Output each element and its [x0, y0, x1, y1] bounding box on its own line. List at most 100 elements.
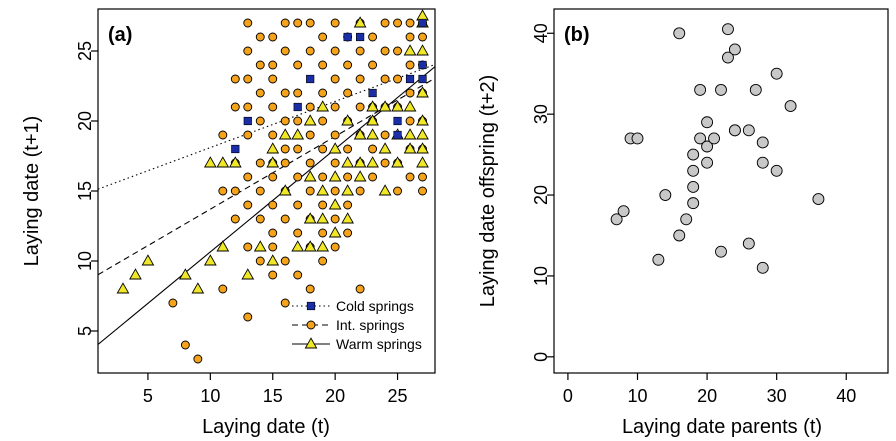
data-point-circle: [343, 88, 353, 98]
legend-marker-circle: [306, 320, 316, 330]
data-point-circle: [218, 284, 228, 294]
data-point-triangle: [228, 156, 242, 168]
data-point-triangle: [278, 184, 292, 196]
data-point-circle: [268, 130, 278, 140]
panel-b-y-tick-label: 20: [531, 185, 551, 205]
data-point-circle: [255, 186, 265, 196]
panel-b-label: (b): [564, 24, 590, 46]
data-point: [694, 132, 707, 145]
data-point-circle: [280, 214, 290, 224]
data-point-circle: [180, 340, 190, 350]
data-point-circle: [293, 172, 303, 182]
data-point-circle: [243, 312, 253, 322]
data-point-triangle: [366, 128, 379, 140]
data-point-circle: [343, 200, 353, 210]
data-point-circle: [293, 18, 303, 28]
data-point: [756, 261, 769, 274]
data-point-square: [306, 74, 315, 84]
data-point-circle: [293, 60, 303, 70]
fit-line-warm-springs: [98, 66, 435, 345]
data-point-circle: [318, 200, 328, 210]
data-point-triangle: [391, 156, 404, 168]
data-point-circle: [318, 256, 328, 266]
data-point-circle: [243, 102, 253, 112]
data-point-triangle: [403, 128, 417, 140]
data-point-circle: [368, 32, 378, 42]
data-point-circle: [268, 32, 278, 42]
data-point-circle: [380, 158, 390, 168]
data-point-circle: [243, 18, 253, 28]
data-point-circle: [380, 130, 390, 140]
data-point-triangle: [129, 268, 142, 280]
panel-b-frame: [553, 8, 889, 374]
data-point-circle: [418, 32, 427, 42]
panel-b-y-tick-label: 0: [531, 352, 551, 362]
data-point: [756, 136, 769, 149]
data-point-circle: [330, 102, 340, 112]
fit-line-int-springs: [98, 77, 435, 276]
data-point-circle: [293, 200, 303, 210]
panel-b-x-tick-label: 40: [836, 386, 856, 406]
data-point-circle: [255, 158, 265, 168]
data-point: [715, 245, 727, 258]
data-point-triangle: [416, 142, 429, 154]
panel-b-y-axis: 0 10 20 30 40: [531, 23, 554, 362]
data-point-circle: [343, 60, 353, 70]
data-point-triangle: [403, 100, 417, 112]
data-point-circle: [355, 284, 365, 294]
data-point: [701, 140, 714, 153]
data-point-triangle: [403, 142, 417, 154]
data-point-circle: [330, 46, 340, 56]
data-point-circle: [255, 214, 265, 224]
data-point-circle: [305, 102, 315, 112]
panel-a-x-tick-label: 20: [325, 386, 345, 406]
data-point-circle: [218, 130, 228, 140]
data-point-circle: [330, 158, 340, 168]
panel-b-x-tick-label: 10: [627, 386, 647, 406]
data-point: [749, 83, 762, 96]
data-point-circle: [280, 298, 290, 308]
data-point-circle: [393, 46, 403, 56]
data-point-triangle: [303, 212, 317, 224]
data-point-triangle: [366, 156, 379, 168]
data-point-circle: [255, 116, 265, 126]
data-point-triangle: [203, 254, 217, 266]
data-point: [673, 229, 686, 242]
data-point-circle: [305, 46, 315, 56]
data-point-circle: [305, 186, 315, 196]
data-point-circle: [293, 228, 303, 238]
data-point-circle: [318, 228, 328, 238]
panel-a-x-axis-label: Laying date (t): [202, 416, 330, 438]
data-point-triangle: [328, 170, 342, 182]
legend-label: Cold springs: [336, 298, 414, 314]
data-point-triangle: [303, 170, 317, 182]
data-point-square: [418, 18, 427, 28]
data-point-circle: [330, 130, 340, 140]
data-point-triangle: [116, 282, 130, 294]
data-point-triangle: [391, 100, 404, 112]
data-point-triangle: [416, 44, 429, 56]
data-point-circle: [268, 242, 278, 252]
data-point-circle: [318, 172, 328, 182]
data-point: [722, 23, 734, 36]
data-point: [687, 148, 700, 161]
panel-b-x-tick-label: 30: [767, 386, 787, 406]
data-point-circle: [230, 74, 240, 84]
panel-b-y-axis-label: Laying date offspring (t+2): [477, 75, 499, 308]
data-point: [728, 43, 741, 56]
data-point: [784, 100, 797, 113]
data-point-circle: [393, 186, 403, 196]
data-point-circle: [268, 172, 278, 182]
data-point: [610, 213, 623, 226]
legend-label: Int. springs: [336, 317, 404, 333]
data-point-circle: [355, 74, 365, 84]
data-point-square: [231, 144, 240, 154]
data-point-triangle: [353, 170, 367, 182]
data-point-circle: [305, 284, 315, 294]
data-point-circle: [268, 102, 278, 112]
data-point-circle: [268, 74, 278, 84]
panel-b-x-tick-label: 20: [697, 386, 717, 406]
data-point-triangle: [241, 268, 255, 280]
